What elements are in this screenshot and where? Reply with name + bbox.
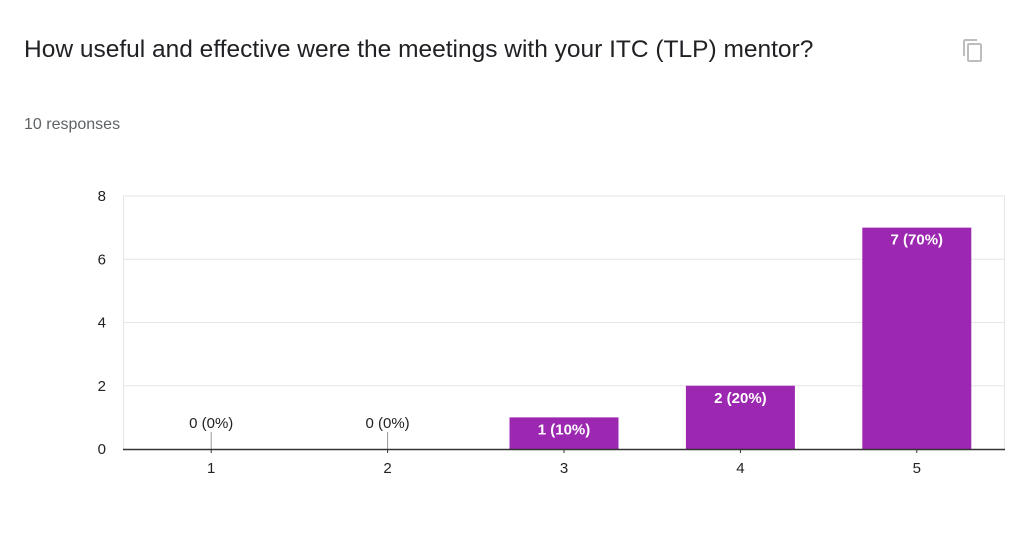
y-tick-label-8: 8	[98, 188, 106, 205]
response-count: 10 responses	[24, 116, 121, 133]
y-tick-label-0: 0	[98, 441, 106, 458]
copy-chart-button[interactable]	[956, 34, 990, 68]
bar-data-label-1: 0 (0%)	[189, 415, 233, 432]
x-tick-label-4: 4	[736, 460, 744, 477]
x-tick-label-3: 3	[560, 460, 568, 477]
y-tick-label-4: 4	[98, 315, 106, 332]
x-tick-label-1: 1	[207, 460, 215, 477]
y-tick-label-2: 2	[98, 378, 106, 395]
bar-data-label-2: 0 (0%)	[366, 415, 410, 432]
bar-3	[509, 417, 619, 449]
copy-icon	[963, 39, 982, 62]
x-tick-label-2: 2	[383, 460, 391, 477]
x-tick-label-5: 5	[913, 460, 921, 477]
y-tick-label-6: 6	[98, 251, 106, 268]
bar-data-label-3: 1 (10%)	[538, 421, 591, 438]
bar-5	[862, 227, 972, 449]
bar-data-label-5: 7 (70%)	[891, 232, 944, 249]
question-title: How useful and effective were the meetin…	[24, 36, 814, 63]
bar-data-label-4: 2 (20%)	[714, 390, 767, 407]
bar-4	[685, 385, 795, 449]
